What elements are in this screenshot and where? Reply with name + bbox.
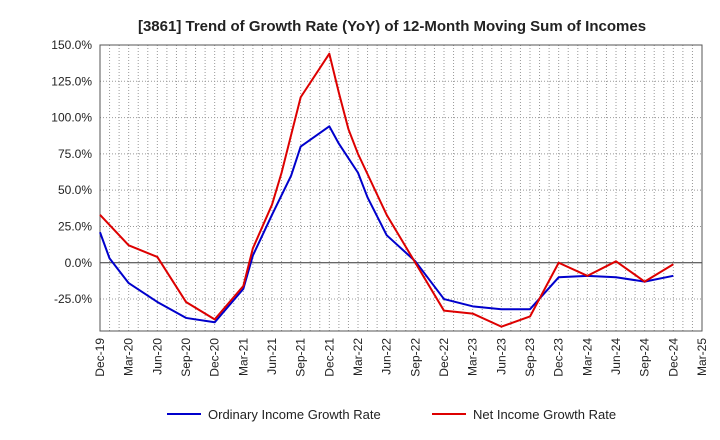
x-tick-label: Mar-21	[236, 338, 250, 376]
y-tick-label: 100.0%	[51, 111, 92, 125]
x-tick-label: Dec-22	[437, 338, 451, 377]
x-tick-label: Jun-20	[150, 338, 164, 375]
series-line-0	[99, 125, 674, 324]
x-tick-label: Mar-20	[122, 338, 136, 376]
x-tick-label: Dec-21	[322, 338, 336, 377]
x-tick-label: Mar-22	[351, 338, 365, 376]
series-layer	[99, 52, 674, 328]
x-tick-label: Jun-22	[380, 338, 394, 375]
legend-label-net-income: Net Income Growth Rate	[473, 407, 616, 422]
legend: Ordinary Income Growth Rate Net Income G…	[167, 407, 616, 422]
x-tick-label: Sep-20	[179, 338, 193, 377]
x-tick-label: Dec-20	[208, 338, 222, 377]
x-tick-label: Jun-21	[265, 338, 279, 375]
x-tick-label: Dec-24	[666, 338, 680, 377]
x-tick-label: Dec-23	[552, 338, 566, 377]
y-tick-label: 75.0%	[58, 147, 92, 161]
y-axis-ticks: 150.0% 125.0% 100.0% 75.0% 50.0% 25.0% 0.0% -25…	[51, 38, 92, 306]
x-tick-label: Mar-24	[580, 338, 594, 376]
y-tick-label: 50.0%	[58, 183, 92, 197]
x-axis-ticks: Dec-19 Mar-20 Jun-20 Sep-20 Dec-20 Mar-21 Jun-…	[93, 338, 709, 377]
grid	[100, 44, 702, 331]
x-tick-label: Dec-19	[93, 338, 107, 377]
y-tick-label: 0.0%	[65, 256, 93, 270]
x-tick-label: Sep-24	[638, 338, 652, 377]
x-tick-label: Sep-23	[523, 338, 537, 377]
x-tick-label: Mar-25	[695, 338, 709, 376]
y-tick-label: 150.0%	[51, 38, 92, 52]
plot-frame	[99, 44, 703, 332]
legend-label-ordinary-income: Ordinary Income Growth Rate	[208, 407, 381, 422]
series-line-1	[99, 52, 674, 328]
chart-title: [3861] Trend of Growth Rate (YoY) of 12-…	[138, 18, 646, 35]
x-tick-label: Sep-21	[294, 338, 308, 377]
x-tick-label: Jun-23	[494, 338, 508, 375]
y-tick-label: 25.0%	[58, 219, 92, 233]
x-tick-label: Jun-24	[609, 338, 623, 375]
x-tick-label: Sep-22	[408, 338, 422, 377]
y-tick-label: -25.0%	[54, 292, 92, 306]
x-tick-label: Mar-23	[466, 338, 480, 376]
y-tick-label: 125.0%	[51, 74, 92, 88]
